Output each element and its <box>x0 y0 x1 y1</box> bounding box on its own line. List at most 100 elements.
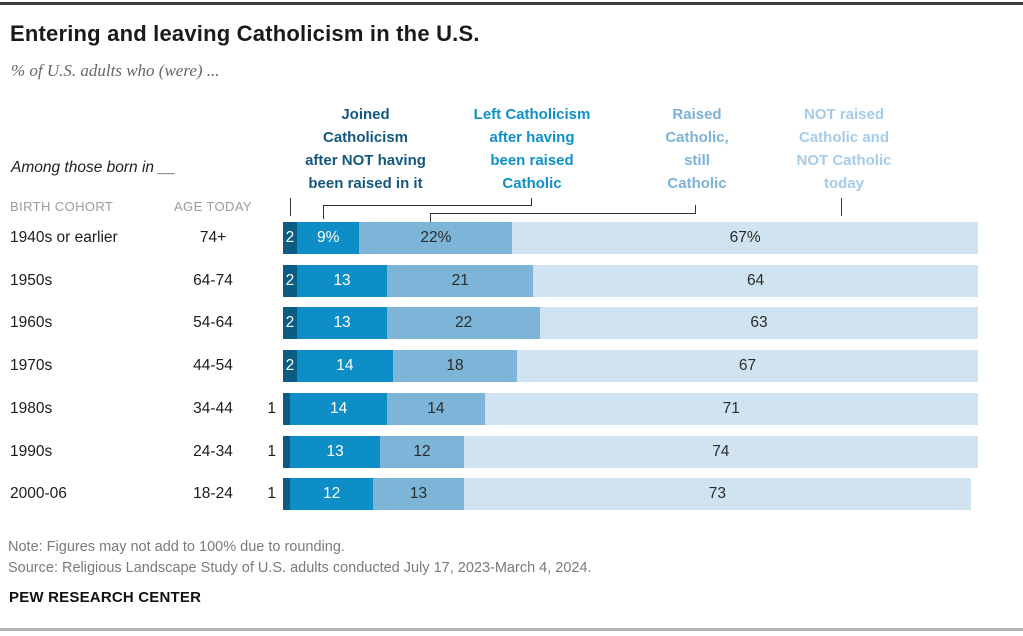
among-those-born-label: Among those born in __ <box>11 159 176 176</box>
segment-value-label: 2 <box>285 357 295 374</box>
birth-cohort-value: 1960s <box>10 314 53 331</box>
birth-cohort-value: 2000-06 <box>10 485 67 502</box>
age-today-column-header: AGE TODAY <box>173 199 252 214</box>
bar-segment-1: 13 <box>289 436 381 468</box>
segment-value-label: 2 <box>285 314 295 331</box>
legend-header-not-raised-not-catholic: NOT raised Catholic and NOT Catholic tod… <box>796 106 892 192</box>
bottom-rule <box>0 628 1023 631</box>
bar-segment-3: 67 <box>516 350 978 382</box>
segment-value-label: 67 <box>738 357 757 374</box>
chart-row-1990s: 1990s 24-34 1 13 12 74 <box>0 436 1023 468</box>
source-text: Source: Religious Landscape Study of U.S… <box>8 560 592 576</box>
bar-segment-1: 12 <box>289 478 374 510</box>
stacked-bar: 2 9% 22% 67% <box>283 222 978 254</box>
bar-segment-3: 64 <box>533 265 978 297</box>
segment-value-label: 74 <box>712 443 730 460</box>
segment-value-label: 12 <box>323 485 341 502</box>
pew-research-center-logo: PEW RESEARCH CENTER <box>9 589 202 606</box>
bar-segment-0 <box>283 478 290 510</box>
bar-segment-0: 2 <box>283 222 297 254</box>
birth-cohort-value: 1940s or earlier <box>10 229 118 246</box>
stacked-bar: 12 13 73 <box>283 478 978 510</box>
joined-value-outside-label: 1 <box>267 400 276 417</box>
leader-tick-not-raised <box>841 198 842 216</box>
segment-value-label: 67% <box>729 229 761 246</box>
segment-value-label: 64 <box>746 272 765 289</box>
bar-segment-0: 2 <box>283 307 297 339</box>
bar-segment-3: 67% <box>512 222 978 254</box>
chart-subtitle: % of U.S. adults who (were) ... <box>11 61 220 80</box>
stacked-bar: 14 14 71 <box>283 393 978 425</box>
chart-row-2000-06: 2000-06 18-24 1 12 13 73 <box>0 478 1023 510</box>
bar-segment-0: 2 <box>283 265 297 297</box>
birth-cohort-value: 1950s <box>10 272 53 289</box>
chart-row-1980s: 1980s 34-44 1 14 14 71 <box>0 393 1023 425</box>
bar-segment-1: 13 <box>296 265 388 297</box>
age-today-value: 34-44 <box>193 400 233 417</box>
chart-title: Entering and leaving Catholicism in the … <box>10 21 480 46</box>
top-rule <box>0 2 1023 5</box>
bar-segment-2: 18 <box>393 350 517 382</box>
segment-value-label: 14 <box>336 357 354 374</box>
chart-row-1950s: 1950s 64-74 2 13 21 64 <box>0 265 1023 297</box>
note-text: Note: Figures may not add to 100% due to… <box>8 539 345 555</box>
segment-value-label: 21 <box>451 272 469 289</box>
chart-row-1970s: 1970s 44-54 2 14 18 67 <box>0 350 1023 382</box>
segment-value-label: 2 <box>285 229 295 246</box>
birth-cohort-column-header: BIRTH COHORT <box>10 199 114 214</box>
segment-value-label: 9% <box>316 229 340 246</box>
bar-segment-3: 73 <box>463 478 972 510</box>
leader-tick-joined <box>290 198 291 216</box>
bar-segment-2: 14 <box>387 393 485 425</box>
stacked-bar: 2 13 22 63 <box>283 307 978 339</box>
segment-value-label: 13 <box>333 314 351 331</box>
segment-value-label: 18 <box>446 357 464 374</box>
joined-value-outside-label: 1 <box>267 443 276 460</box>
segment-value-label: 22% <box>420 229 452 246</box>
age-today-value: 74+ <box>199 229 227 246</box>
segment-value-label: 14 <box>329 400 348 417</box>
segment-value-label: 22 <box>455 314 473 331</box>
age-today-value: 18-24 <box>193 485 233 502</box>
bar-segment-2: 13 <box>373 478 464 510</box>
bar-segment-2: 12 <box>380 436 464 468</box>
leader-uptick-still-catholic <box>695 205 696 214</box>
bar-segment-3: 71 <box>484 393 978 425</box>
chart-row-1960s: 1960s 54-64 2 13 22 63 <box>0 307 1023 339</box>
bar-segment-0 <box>283 436 290 468</box>
segment-value-label: 12 <box>413 443 431 460</box>
stacked-bar: 2 13 21 64 <box>283 265 978 297</box>
segment-value-label: 13 <box>333 272 351 289</box>
legend-header-joined-catholicism: Joined Catholicism after NOT having been… <box>305 106 426 192</box>
bar-segment-1: 14 <box>289 393 388 425</box>
age-today-value: 44-54 <box>193 357 233 374</box>
bar-segment-0: 2 <box>283 350 297 382</box>
leader-bracket-left-catholicism <box>323 205 532 219</box>
bar-segment-3: 74 <box>463 436 978 468</box>
legend-header-left-catholicism: Left Catholicism after having been raise… <box>473 106 591 192</box>
bar-segment-1: 13 <box>296 307 388 339</box>
bar-segment-1: 9% <box>296 222 360 254</box>
joined-value-outside-label: 1 <box>267 485 276 502</box>
bar-segment-2: 22 <box>387 307 541 339</box>
stacked-bar: 13 12 74 <box>283 436 978 468</box>
segment-value-label: 63 <box>750 314 768 331</box>
age-today-value: 64-74 <box>193 272 233 289</box>
age-today-value: 54-64 <box>193 314 233 331</box>
legend-header-raised-still-catholic: Raised Catholic, still Catholic <box>665 106 729 192</box>
segment-value-label: 73 <box>708 485 726 502</box>
segment-value-label: 14 <box>427 400 445 417</box>
bar-segment-2: 22% <box>359 222 513 254</box>
stacked-bar: 2 14 18 67 <box>283 350 978 382</box>
birth-cohort-value: 1980s <box>10 400 53 417</box>
bar-segment-2: 21 <box>387 265 534 297</box>
bar-segment-1: 14 <box>296 350 394 382</box>
segment-value-label: 13 <box>409 485 428 502</box>
birth-cohort-value: 1970s <box>10 357 53 374</box>
age-today-value: 24-34 <box>193 443 233 460</box>
birth-cohort-value: 1990s <box>10 443 53 460</box>
bar-segment-0 <box>283 393 290 425</box>
segment-value-label: 71 <box>722 400 740 417</box>
chart-row-1940s-or-earlier: 1940s or earlier 74+ 2 9% 22% 67% <box>0 222 1023 254</box>
segment-value-label: 2 <box>285 272 295 289</box>
